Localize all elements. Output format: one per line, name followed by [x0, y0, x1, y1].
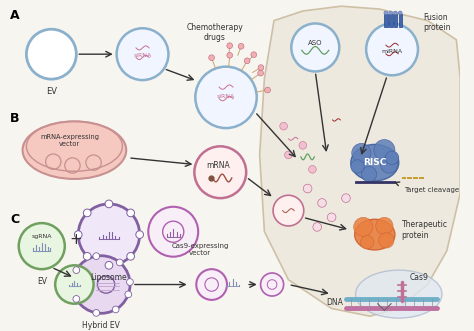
Ellipse shape: [23, 121, 126, 179]
Text: DNA: DNA: [326, 298, 343, 307]
Text: A: A: [10, 9, 20, 22]
Circle shape: [251, 52, 256, 58]
Circle shape: [73, 296, 80, 302]
Circle shape: [361, 166, 377, 182]
Circle shape: [74, 231, 82, 238]
Text: Target cleavage: Target cleavage: [403, 186, 459, 193]
Circle shape: [127, 253, 135, 260]
Circle shape: [385, 151, 399, 165]
Circle shape: [342, 194, 350, 203]
Circle shape: [376, 217, 393, 235]
Ellipse shape: [355, 219, 395, 250]
Circle shape: [83, 253, 91, 260]
Circle shape: [83, 209, 91, 217]
Bar: [413, 177, 418, 179]
Circle shape: [18, 223, 65, 269]
Text: EV: EV: [37, 277, 47, 286]
Circle shape: [261, 273, 283, 296]
Ellipse shape: [356, 270, 442, 318]
Circle shape: [292, 24, 339, 71]
Circle shape: [273, 195, 304, 226]
Circle shape: [351, 160, 364, 173]
Circle shape: [398, 11, 402, 15]
Circle shape: [93, 309, 100, 316]
Circle shape: [227, 43, 233, 49]
Circle shape: [284, 151, 292, 159]
Circle shape: [125, 291, 132, 298]
Text: Hybrid EV: Hybrid EV: [82, 321, 120, 330]
Polygon shape: [260, 6, 460, 316]
Circle shape: [299, 142, 307, 149]
Circle shape: [366, 24, 418, 75]
Bar: [384, 14, 388, 27]
Circle shape: [127, 279, 133, 285]
Text: Cas9: Cas9: [410, 273, 428, 282]
Circle shape: [313, 223, 321, 231]
Text: Liposome: Liposome: [91, 273, 127, 282]
Circle shape: [195, 67, 257, 128]
Text: RISC: RISC: [363, 158, 386, 167]
Text: ASO: ASO: [308, 40, 322, 46]
Text: siRNA: siRNA: [133, 53, 152, 58]
Text: siRNA: siRNA: [217, 94, 235, 99]
Text: Fusion
protein: Fusion protein: [423, 13, 450, 32]
Text: mRNA: mRNA: [207, 161, 230, 170]
Circle shape: [265, 87, 271, 93]
Circle shape: [105, 200, 113, 208]
Circle shape: [194, 146, 246, 198]
Text: C: C: [10, 213, 19, 225]
Circle shape: [379, 233, 394, 248]
Circle shape: [27, 29, 76, 79]
Text: sgRNA: sgRNA: [31, 234, 52, 239]
Circle shape: [55, 265, 93, 304]
Circle shape: [78, 204, 140, 265]
Circle shape: [381, 156, 398, 173]
Circle shape: [354, 217, 373, 237]
Circle shape: [117, 259, 123, 266]
Circle shape: [352, 143, 371, 163]
Text: Cas9-expressing
vector: Cas9-expressing vector: [172, 243, 229, 256]
Circle shape: [127, 209, 135, 217]
Circle shape: [105, 261, 113, 269]
Circle shape: [93, 253, 100, 260]
Text: miRNA: miRNA: [382, 49, 402, 54]
Bar: [401, 177, 407, 179]
Circle shape: [309, 166, 316, 173]
Circle shape: [112, 306, 119, 313]
Circle shape: [148, 207, 198, 257]
Text: EV: EV: [46, 87, 57, 96]
Circle shape: [303, 184, 312, 193]
Circle shape: [374, 140, 395, 161]
Circle shape: [244, 58, 250, 64]
Bar: [389, 14, 392, 27]
Bar: [399, 14, 402, 27]
Bar: [394, 14, 397, 27]
Circle shape: [258, 65, 264, 71]
Ellipse shape: [351, 144, 399, 181]
Circle shape: [209, 55, 214, 61]
Text: Therapeutic
protein: Therapeutic protein: [401, 220, 447, 240]
Circle shape: [73, 267, 80, 273]
Text: mRNA-expressing
vector: mRNA-expressing vector: [40, 134, 99, 147]
Bar: [419, 177, 424, 179]
Text: Chemotherapy
drugs: Chemotherapy drugs: [186, 23, 243, 42]
Circle shape: [117, 28, 168, 80]
Circle shape: [384, 11, 388, 15]
Circle shape: [227, 52, 233, 58]
Circle shape: [327, 213, 336, 222]
Circle shape: [393, 11, 397, 15]
Circle shape: [360, 236, 374, 249]
Text: +: +: [69, 232, 82, 247]
Circle shape: [318, 199, 326, 207]
Bar: [408, 177, 412, 179]
Circle shape: [136, 231, 144, 238]
Circle shape: [258, 70, 264, 76]
Text: B: B: [10, 112, 19, 125]
Circle shape: [238, 43, 244, 49]
Circle shape: [73, 256, 130, 313]
Circle shape: [196, 269, 227, 300]
Circle shape: [389, 11, 392, 15]
Circle shape: [280, 122, 287, 130]
